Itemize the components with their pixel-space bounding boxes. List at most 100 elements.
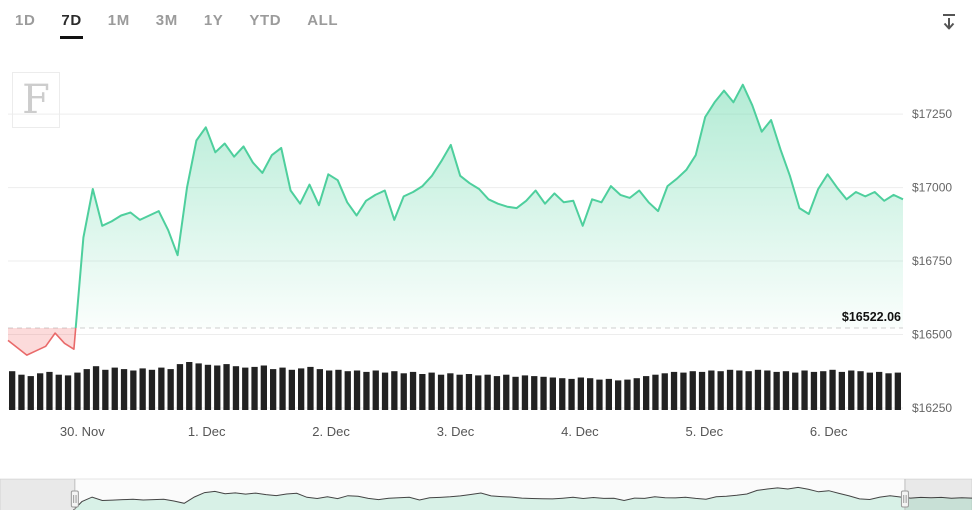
navigator-area: [73, 487, 972, 510]
volume-bar: [456, 374, 463, 410]
volume-bar: [353, 370, 361, 410]
tab-all[interactable]: ALL: [306, 10, 339, 39]
tab-3m[interactable]: 3M: [155, 10, 179, 39]
volume-bar: [409, 371, 417, 410]
y-axis-label: $16250: [912, 401, 952, 415]
volume-bar: [428, 372, 435, 410]
volume-bar: [876, 371, 883, 410]
navigator-line: [72, 486, 972, 510]
volume-bar: [605, 378, 612, 410]
volume-bar: [540, 376, 547, 410]
volume-bar: [74, 372, 81, 410]
volume-bar: [279, 367, 286, 410]
volume-bar: [148, 369, 156, 410]
volume-bar: [37, 373, 44, 410]
volume-bar: [857, 371, 864, 410]
volume-bar: [475, 375, 482, 410]
volume-bar: [838, 371, 845, 410]
price-area-negative: [8, 328, 76, 356]
navigator-mask-right: [904, 479, 972, 510]
x-axis-label: 2. Dec: [312, 424, 350, 439]
volume-bar: [316, 369, 323, 410]
download-icon[interactable]: [938, 12, 960, 34]
y-axis-label: $17250: [912, 107, 952, 121]
navigator-mask-left: [0, 479, 75, 510]
volume-bar: [64, 375, 72, 410]
volume-bar: [549, 377, 556, 410]
tab-7d[interactable]: 7D: [60, 10, 83, 39]
volume-bar: [773, 371, 780, 410]
volume-bar: [568, 378, 575, 410]
volume-bar: [83, 369, 90, 410]
volume-bar: [680, 372, 687, 410]
volume-bar: [559, 378, 566, 410]
volume-bar: [223, 364, 230, 410]
volume-bar: [531, 376, 538, 410]
volume-bar: [596, 379, 603, 410]
y-axis-label: $16500: [912, 328, 952, 342]
volume-bar: [792, 372, 799, 410]
volume-bar: [624, 379, 631, 410]
y-axis-label: $16750: [912, 254, 952, 268]
volume-bar: [260, 365, 267, 410]
volume-bar: [782, 371, 790, 410]
volume-bar: [661, 373, 668, 410]
volume-bar: [46, 371, 53, 410]
volume-bar: [363, 371, 370, 410]
volume-bar: [130, 370, 137, 410]
volume-bar: [643, 376, 650, 410]
volume-bar: [587, 378, 594, 410]
volume-bar: [829, 369, 836, 410]
volume-bar: [577, 377, 584, 410]
tab-ytd[interactable]: YTD: [248, 10, 282, 39]
x-axis-label: 3. Dec: [437, 424, 475, 439]
volume-bar: [307, 366, 314, 410]
volume-bar: [689, 371, 696, 410]
volume-bar: [484, 374, 491, 410]
volume-bar: [120, 369, 128, 410]
tab-1y[interactable]: 1Y: [203, 10, 225, 39]
volume-bar: [326, 370, 333, 410]
navigator-handle-left[interactable]: [70, 479, 79, 510]
volume-bar: [111, 367, 118, 410]
volume-bar: [344, 371, 351, 410]
volume-bar: [372, 370, 379, 410]
threshold-label: $16522.06: [842, 310, 901, 324]
volume-bar: [726, 369, 734, 410]
volume-bar: [381, 372, 389, 410]
tab-1d[interactable]: 1D: [14, 10, 36, 39]
volume-bar: [885, 373, 892, 410]
volume-bar: [503, 374, 510, 410]
volume-bar: [139, 368, 146, 410]
volume-bar: [167, 369, 174, 410]
volume-bar: [92, 366, 100, 410]
volume-bar: [288, 369, 295, 410]
volume-bar: [764, 370, 771, 410]
volume-bar: [801, 370, 808, 410]
price-line-positive: [74, 83, 904, 329]
x-axis-label: 5. Dec: [686, 424, 724, 439]
volume-bar: [102, 369, 109, 410]
volume-bar: [447, 373, 454, 410]
volume-bar: [736, 370, 743, 410]
volume-bar: [298, 368, 305, 410]
x-axis-label: 1. Dec: [188, 424, 226, 439]
tab-1m[interactable]: 1M: [107, 10, 131, 39]
volume-bar: [18, 374, 25, 410]
volume-bar: [848, 370, 855, 410]
volume-bar: [894, 372, 901, 410]
volume-bar: [195, 363, 202, 410]
volume-bar: [670, 371, 678, 410]
volume-bar: [810, 371, 818, 410]
volume-bar: [270, 369, 277, 410]
volume-bar: [214, 365, 221, 410]
volume-bar: [717, 371, 724, 410]
volume-bar: [204, 364, 212, 410]
volume-bar: [708, 370, 715, 410]
volume-bar: [176, 364, 184, 410]
volume-bar: [493, 376, 501, 410]
x-axis-label: 4. Dec: [561, 424, 599, 439]
navigator-handle-right[interactable]: [900, 479, 909, 510]
